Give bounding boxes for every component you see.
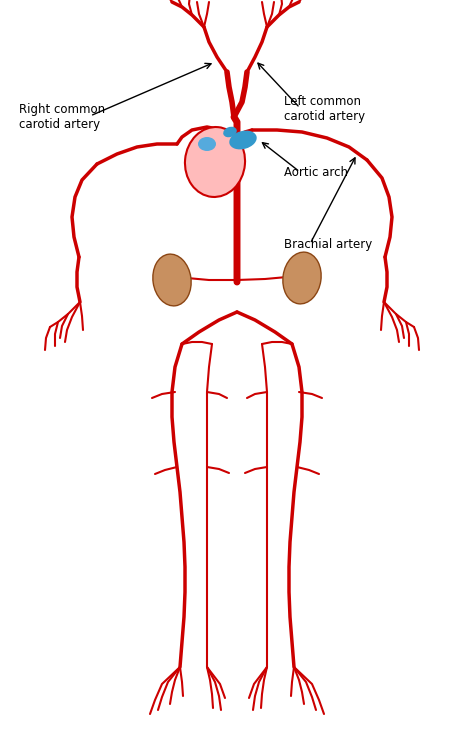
Text: Brachial artery: Brachial artery (284, 238, 373, 251)
Text: Right common
carotid artery: Right common carotid artery (19, 102, 105, 131)
Text: Aortic arch: Aortic arch (284, 166, 348, 180)
Ellipse shape (223, 127, 237, 138)
Ellipse shape (185, 127, 245, 197)
Text: Left common
carotid artery: Left common carotid artery (284, 95, 365, 123)
Ellipse shape (283, 252, 321, 304)
Ellipse shape (198, 137, 216, 151)
Ellipse shape (229, 131, 257, 150)
Ellipse shape (153, 254, 191, 306)
